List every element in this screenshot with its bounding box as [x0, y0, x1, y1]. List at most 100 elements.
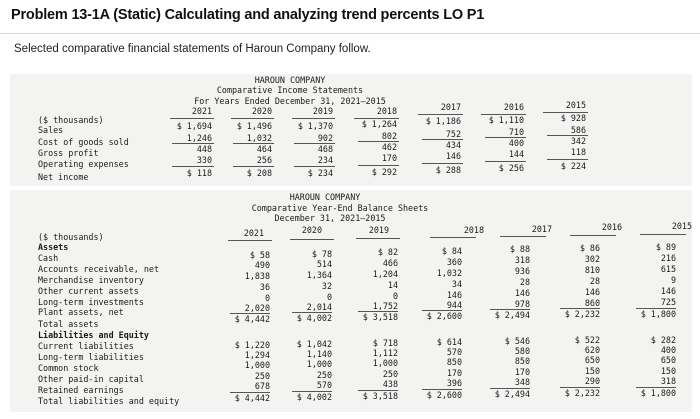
is-cell: 448	[196, 144, 212, 154]
bs-cell: 570	[316, 380, 332, 390]
bs-cell: $ 614	[436, 337, 462, 347]
is-header-underline	[543, 112, 588, 113]
bs-subtotal-rule	[490, 309, 530, 310]
bs-cell: 170	[446, 368, 462, 378]
bs-cell: 1,000	[244, 360, 270, 370]
is-subtotal-rule	[422, 139, 463, 140]
bs-header-underline	[500, 236, 546, 237]
bs-cell: $ 2,494	[494, 389, 530, 399]
bs-cell: $ 88	[509, 244, 530, 254]
bs-cell: 615	[660, 264, 676, 274]
is-cell: $ 292	[371, 167, 397, 177]
is-header-underline	[354, 118, 399, 119]
is-cell: 434	[445, 140, 461, 150]
is-row-label: Net income	[38, 172, 89, 182]
bs-cell: 0	[264, 293, 270, 303]
is-cell: 256	[256, 155, 272, 165]
bs-cell: $ 4,002	[296, 313, 332, 323]
is-subtotal-rule	[358, 141, 399, 142]
is-statement-title: Comparative Income Statements	[216, 85, 364, 95]
bs-cell: 650	[660, 355, 676, 365]
is-total-rule	[172, 166, 214, 167]
is-cell: 118	[570, 147, 586, 157]
is-cell: 464	[256, 144, 272, 154]
bs-cell: 318	[514, 255, 530, 265]
is-cell: 586	[570, 125, 586, 135]
bs-cell: 1,112	[372, 348, 398, 358]
is-header-underline	[292, 118, 335, 119]
bs-cell: $ 84	[441, 246, 462, 256]
bs-row-label: Other current assets	[38, 286, 139, 296]
bs-cell: $ 1,220	[234, 340, 270, 350]
bs-cell: 302	[584, 254, 600, 264]
bs-cell: 514	[316, 259, 332, 269]
is-cell: 468	[317, 144, 333, 154]
bs-cell: 438	[382, 379, 398, 389]
is-cell: $ 1,186	[425, 116, 461, 126]
is-cell: 902	[317, 133, 333, 143]
is-cell: $ 1,370	[297, 121, 333, 131]
bs-cell: $ 3,518	[362, 312, 398, 322]
bs-row-label: Common stock	[38, 363, 99, 373]
bs-cell: 250	[382, 369, 398, 379]
is-cell: $ 928	[560, 113, 586, 123]
bs-cell: 490	[254, 260, 270, 270]
bs-row-label: Accounts receivable, net	[38, 264, 160, 274]
bs-total-assets-label: Total assets	[38, 319, 99, 329]
bs-header-underline	[290, 239, 334, 240]
bs-header-underline	[356, 238, 400, 239]
bs-subtotal-rule	[230, 313, 270, 314]
bs-cell: 936	[514, 266, 530, 276]
bs-cell: 400	[660, 345, 676, 355]
bs-cell: 620	[584, 345, 600, 355]
bs-subtotal-rule	[636, 308, 676, 309]
bs-cell: 2,020	[244, 303, 270, 313]
bs-cell: 1,838	[244, 271, 270, 281]
bs-subtotal-rule	[422, 310, 462, 311]
income-statement-scan	[10, 74, 692, 186]
bs-year-2018: 2018	[463, 225, 484, 235]
bs-cell: $ 4,442	[234, 314, 270, 324]
is-subtotal-rule	[547, 135, 588, 136]
is-year-2019: 2019	[312, 106, 333, 116]
bs-cell: 1,032	[436, 268, 462, 278]
bs-header-underline	[640, 234, 686, 235]
bs-cell: $ 2,494	[494, 310, 530, 320]
bs-row-label: Cash	[38, 253, 59, 263]
bs-row-label: Merchandise inventory	[38, 275, 144, 285]
is-cell: 146	[445, 151, 461, 161]
is-cell: 400	[508, 138, 524, 148]
bs-cell: $ 4,442	[234, 393, 270, 403]
bs-total-rule	[490, 388, 530, 389]
is-header-underline	[170, 118, 214, 119]
bs-cell: 810	[584, 265, 600, 275]
is-cell: $ 208	[246, 168, 272, 178]
bs-cell: 318	[660, 376, 676, 386]
bs-cell: $ 2,232	[564, 309, 600, 319]
bs-row-label: Plant assets, net	[38, 307, 124, 317]
bs-cell: $ 1,042	[296, 339, 332, 349]
bs-cell: 725	[660, 297, 676, 307]
is-cell: 1,032	[246, 133, 272, 143]
bs-row-label: Long-term investments	[38, 297, 144, 307]
bs-cell: 1,752	[372, 301, 398, 311]
bs-row-label: Retained earnings	[38, 385, 124, 395]
bs-total-rule	[422, 389, 462, 390]
bs-year-2019: 2019	[368, 225, 389, 235]
bs-year-2021: 2021	[243, 228, 264, 238]
bs-company-name: HAROUN COMPANY	[289, 192, 361, 202]
problem-title: Problem 13-1A (Static) Calculating and a…	[11, 7, 485, 23]
bs-period: December 31, 2021–2015	[274, 213, 386, 223]
bs-cell: 250	[316, 370, 332, 380]
bs-cell: 290	[584, 376, 600, 386]
bs-cell: $ 2,600	[426, 390, 462, 400]
bs-cell: $ 58	[249, 250, 270, 260]
bs-cell: $ 89	[655, 242, 676, 252]
bs-cell: 1,000	[372, 358, 398, 368]
is-cell: $ 224	[560, 161, 586, 171]
is-subtotal-rule	[485, 137, 526, 138]
bs-cell: $ 3,518	[362, 391, 398, 401]
bs-cell: $ 546	[504, 336, 530, 346]
is-year-2015: 2015	[565, 100, 586, 110]
is-subtotal-rule	[172, 143, 214, 144]
